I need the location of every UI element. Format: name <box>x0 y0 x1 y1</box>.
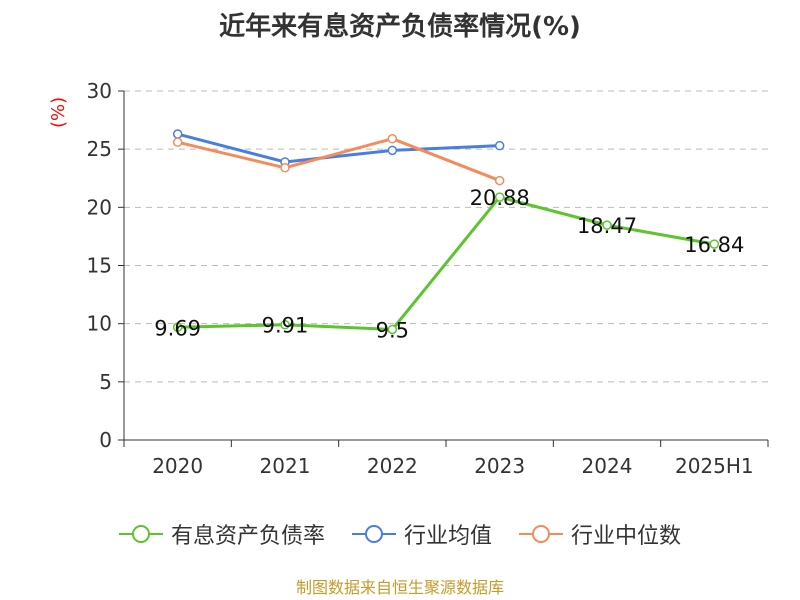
data-point <box>387 133 398 144</box>
legend-label: 行业中位数 <box>571 524 682 549</box>
axes: 0 5 10 15 20 25 30 2020 2021 2022 2023 2024 2025H1 <box>87 79 769 478</box>
legend: 有息资产负债率 行业均值 行业中位数 <box>0 518 800 552</box>
y-tick-label: 0 <box>99 428 112 452</box>
data-point <box>172 137 183 147</box>
legend-line-icon <box>351 525 396 543</box>
series-line <box>177 195 715 331</box>
y-tick-label: 25 <box>87 137 112 161</box>
series-line <box>177 132 500 164</box>
legend-item-industry-median[interactable]: 行业中位数 <box>519 518 681 550</box>
data-point <box>494 192 505 202</box>
data-point <box>709 239 720 249</box>
x-tick-label: 2020 <box>152 454 203 478</box>
data-point <box>172 322 183 333</box>
source-note: 制图数据来自恒生聚源数据库 <box>295 578 504 597</box>
legend-line-icon <box>118 525 163 543</box>
data-label: 9.69 <box>154 316 201 340</box>
y-tick-label: 10 <box>87 312 112 336</box>
data-point <box>280 319 290 330</box>
data-point <box>280 163 290 173</box>
data-point <box>387 324 398 335</box>
x-tick-label: 2023 <box>474 454 525 478</box>
y-tick-label: 5 <box>99 370 112 394</box>
legend-label: 行业均值 <box>403 524 492 549</box>
y-tick-label: 20 <box>87 195 112 219</box>
x-tick-label: 2021 <box>260 454 311 478</box>
data-label: 16.84 <box>684 233 744 257</box>
legend-item-interest-liability[interactable]: 有息资产负债率 <box>118 518 325 550</box>
series-line <box>177 137 501 182</box>
data-point <box>494 140 505 151</box>
data-point <box>494 175 505 186</box>
series-lines <box>172 129 720 335</box>
data-point <box>172 129 183 139</box>
data-label: 18.47 <box>577 214 637 238</box>
y-tick-label: 15 <box>87 254 112 278</box>
x-tick-label: 2025H1 <box>675 454 754 478</box>
data-point <box>387 145 398 156</box>
y-tick-label: 30 <box>87 79 112 103</box>
data-labels: 9.69 9.91 9.5 20.88 18.47 16.84 <box>154 186 744 342</box>
data-label: 20.88 <box>470 186 530 210</box>
x-tick-label: 2024 <box>582 454 633 478</box>
chart-title: 近年来有息资产负债率情况(%) <box>219 12 581 42</box>
data-point <box>602 220 612 230</box>
x-tick-label: 2022 <box>367 454 418 478</box>
legend-item-industry-mean[interactable]: 行业均值 <box>351 518 492 550</box>
legend-label: 有息资产负债率 <box>170 524 325 549</box>
data-label: 9.91 <box>262 314 309 338</box>
data-label: 9.5 <box>376 318 409 342</box>
legend-line-icon <box>519 525 563 543</box>
